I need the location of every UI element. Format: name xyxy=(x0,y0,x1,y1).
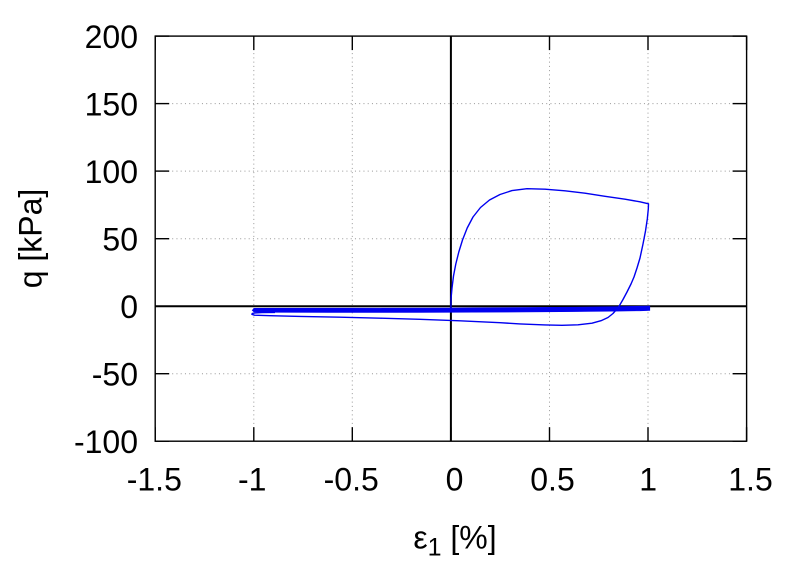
svg-text:1: 1 xyxy=(639,462,657,498)
svg-text:1.5: 1.5 xyxy=(728,462,772,498)
svg-text:-1: -1 xyxy=(238,462,266,498)
svg-text:ε1 [%]: ε1 [%] xyxy=(413,520,496,562)
svg-text:150: 150 xyxy=(85,87,138,123)
svg-text:0: 0 xyxy=(120,289,138,325)
svg-text:100: 100 xyxy=(85,154,138,190)
svg-text:0.5: 0.5 xyxy=(530,462,574,498)
svg-text:-0.5: -0.5 xyxy=(324,462,379,498)
svg-text:50: 50 xyxy=(102,222,138,258)
svg-text:-50: -50 xyxy=(92,357,138,393)
svg-text:q [kPa]: q [kPa] xyxy=(13,189,49,289)
svg-text:200: 200 xyxy=(85,19,138,55)
svg-text:-1.5: -1.5 xyxy=(127,462,182,498)
svg-text:-100: -100 xyxy=(74,424,138,460)
svg-text:0: 0 xyxy=(446,462,464,498)
